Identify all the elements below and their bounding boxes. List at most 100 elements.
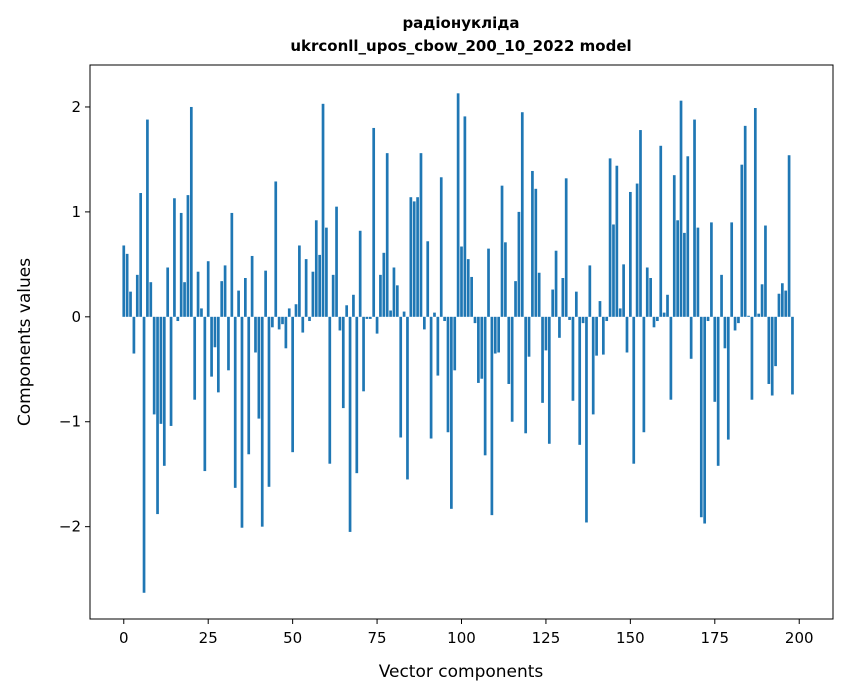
bar <box>662 312 666 317</box>
bar <box>166 267 170 317</box>
bar <box>645 267 649 317</box>
bar <box>433 312 436 317</box>
bar <box>277 316 281 330</box>
chart-title-line-1: радіонукліда <box>402 14 519 32</box>
bar <box>200 308 203 317</box>
bar <box>379 274 382 317</box>
bar <box>666 294 669 317</box>
bar <box>531 170 534 317</box>
bar <box>450 316 453 509</box>
bar <box>483 316 487 456</box>
bar <box>686 156 690 317</box>
bar <box>159 316 163 424</box>
bar <box>696 227 700 317</box>
bar <box>608 158 612 317</box>
bar <box>308 316 311 322</box>
bar <box>227 316 230 371</box>
bar <box>601 316 605 355</box>
bar <box>294 304 298 317</box>
bar <box>429 316 433 439</box>
bar <box>139 193 143 317</box>
bar <box>632 316 636 464</box>
bar <box>554 250 558 317</box>
bar <box>480 316 484 379</box>
bar <box>328 316 332 464</box>
bar <box>314 220 318 317</box>
bar <box>304 259 308 317</box>
x-tick-label: 25 <box>199 629 218 647</box>
bar <box>416 197 419 317</box>
bar <box>693 119 696 317</box>
bar <box>453 316 457 371</box>
bar <box>629 191 632 317</box>
bar <box>723 316 727 349</box>
bar <box>551 289 555 317</box>
bar <box>189 106 193 317</box>
bar <box>260 316 264 527</box>
bar <box>392 267 396 317</box>
bar <box>497 316 500 353</box>
bar <box>791 316 794 395</box>
bar <box>152 316 156 415</box>
bar <box>652 316 656 328</box>
bar <box>490 316 494 516</box>
bars-group <box>122 93 794 593</box>
bar <box>510 316 514 422</box>
bar <box>216 316 220 393</box>
bar <box>527 316 531 357</box>
bar <box>679 100 683 317</box>
bar <box>162 316 166 466</box>
y-axis-ticks: −2 −1 0 1 2 <box>59 98 90 536</box>
bar <box>591 316 595 415</box>
bar <box>125 253 129 317</box>
bar <box>612 224 615 317</box>
bar <box>281 316 284 325</box>
bar <box>574 291 578 317</box>
bar <box>547 316 551 444</box>
bar <box>355 316 359 474</box>
bar <box>767 316 771 384</box>
bar <box>460 246 463 317</box>
bar <box>770 316 774 396</box>
bar <box>382 252 386 317</box>
bar <box>585 316 588 523</box>
bar <box>622 264 625 317</box>
bar <box>716 316 720 466</box>
bar <box>588 265 592 317</box>
bar <box>605 316 609 322</box>
bar <box>186 195 190 317</box>
bar <box>352 294 355 317</box>
bar <box>436 316 440 376</box>
chart-title-line-2: ukrconll_upos_cbow_200_10_2022 model <box>290 37 631 55</box>
bar <box>385 153 389 317</box>
bar <box>399 316 403 438</box>
bar <box>335 206 338 317</box>
bar <box>183 282 186 317</box>
y-tick-label: 0 <box>71 308 81 326</box>
bar <box>517 211 521 317</box>
bar <box>345 305 349 317</box>
bar <box>760 284 764 317</box>
bar <box>341 316 345 409</box>
x-tick-label: 175 <box>700 629 729 647</box>
bar <box>446 316 450 433</box>
bar <box>514 281 517 317</box>
bar <box>193 316 197 400</box>
bar <box>639 130 642 317</box>
bar <box>642 316 646 433</box>
chart-title: радіонукліда ukrconll_upos_cbow_200_10_2… <box>290 14 631 55</box>
bar <box>365 316 369 319</box>
bar <box>568 316 571 320</box>
bar <box>237 290 240 317</box>
bar <box>298 245 301 317</box>
bar <box>368 316 372 319</box>
bar <box>338 316 342 331</box>
bar <box>122 245 126 317</box>
y-axis-label: Components values <box>15 258 35 426</box>
bar <box>703 316 707 524</box>
bar <box>331 274 335 317</box>
bar <box>774 316 777 367</box>
bar <box>223 265 227 317</box>
bar <box>196 271 200 317</box>
